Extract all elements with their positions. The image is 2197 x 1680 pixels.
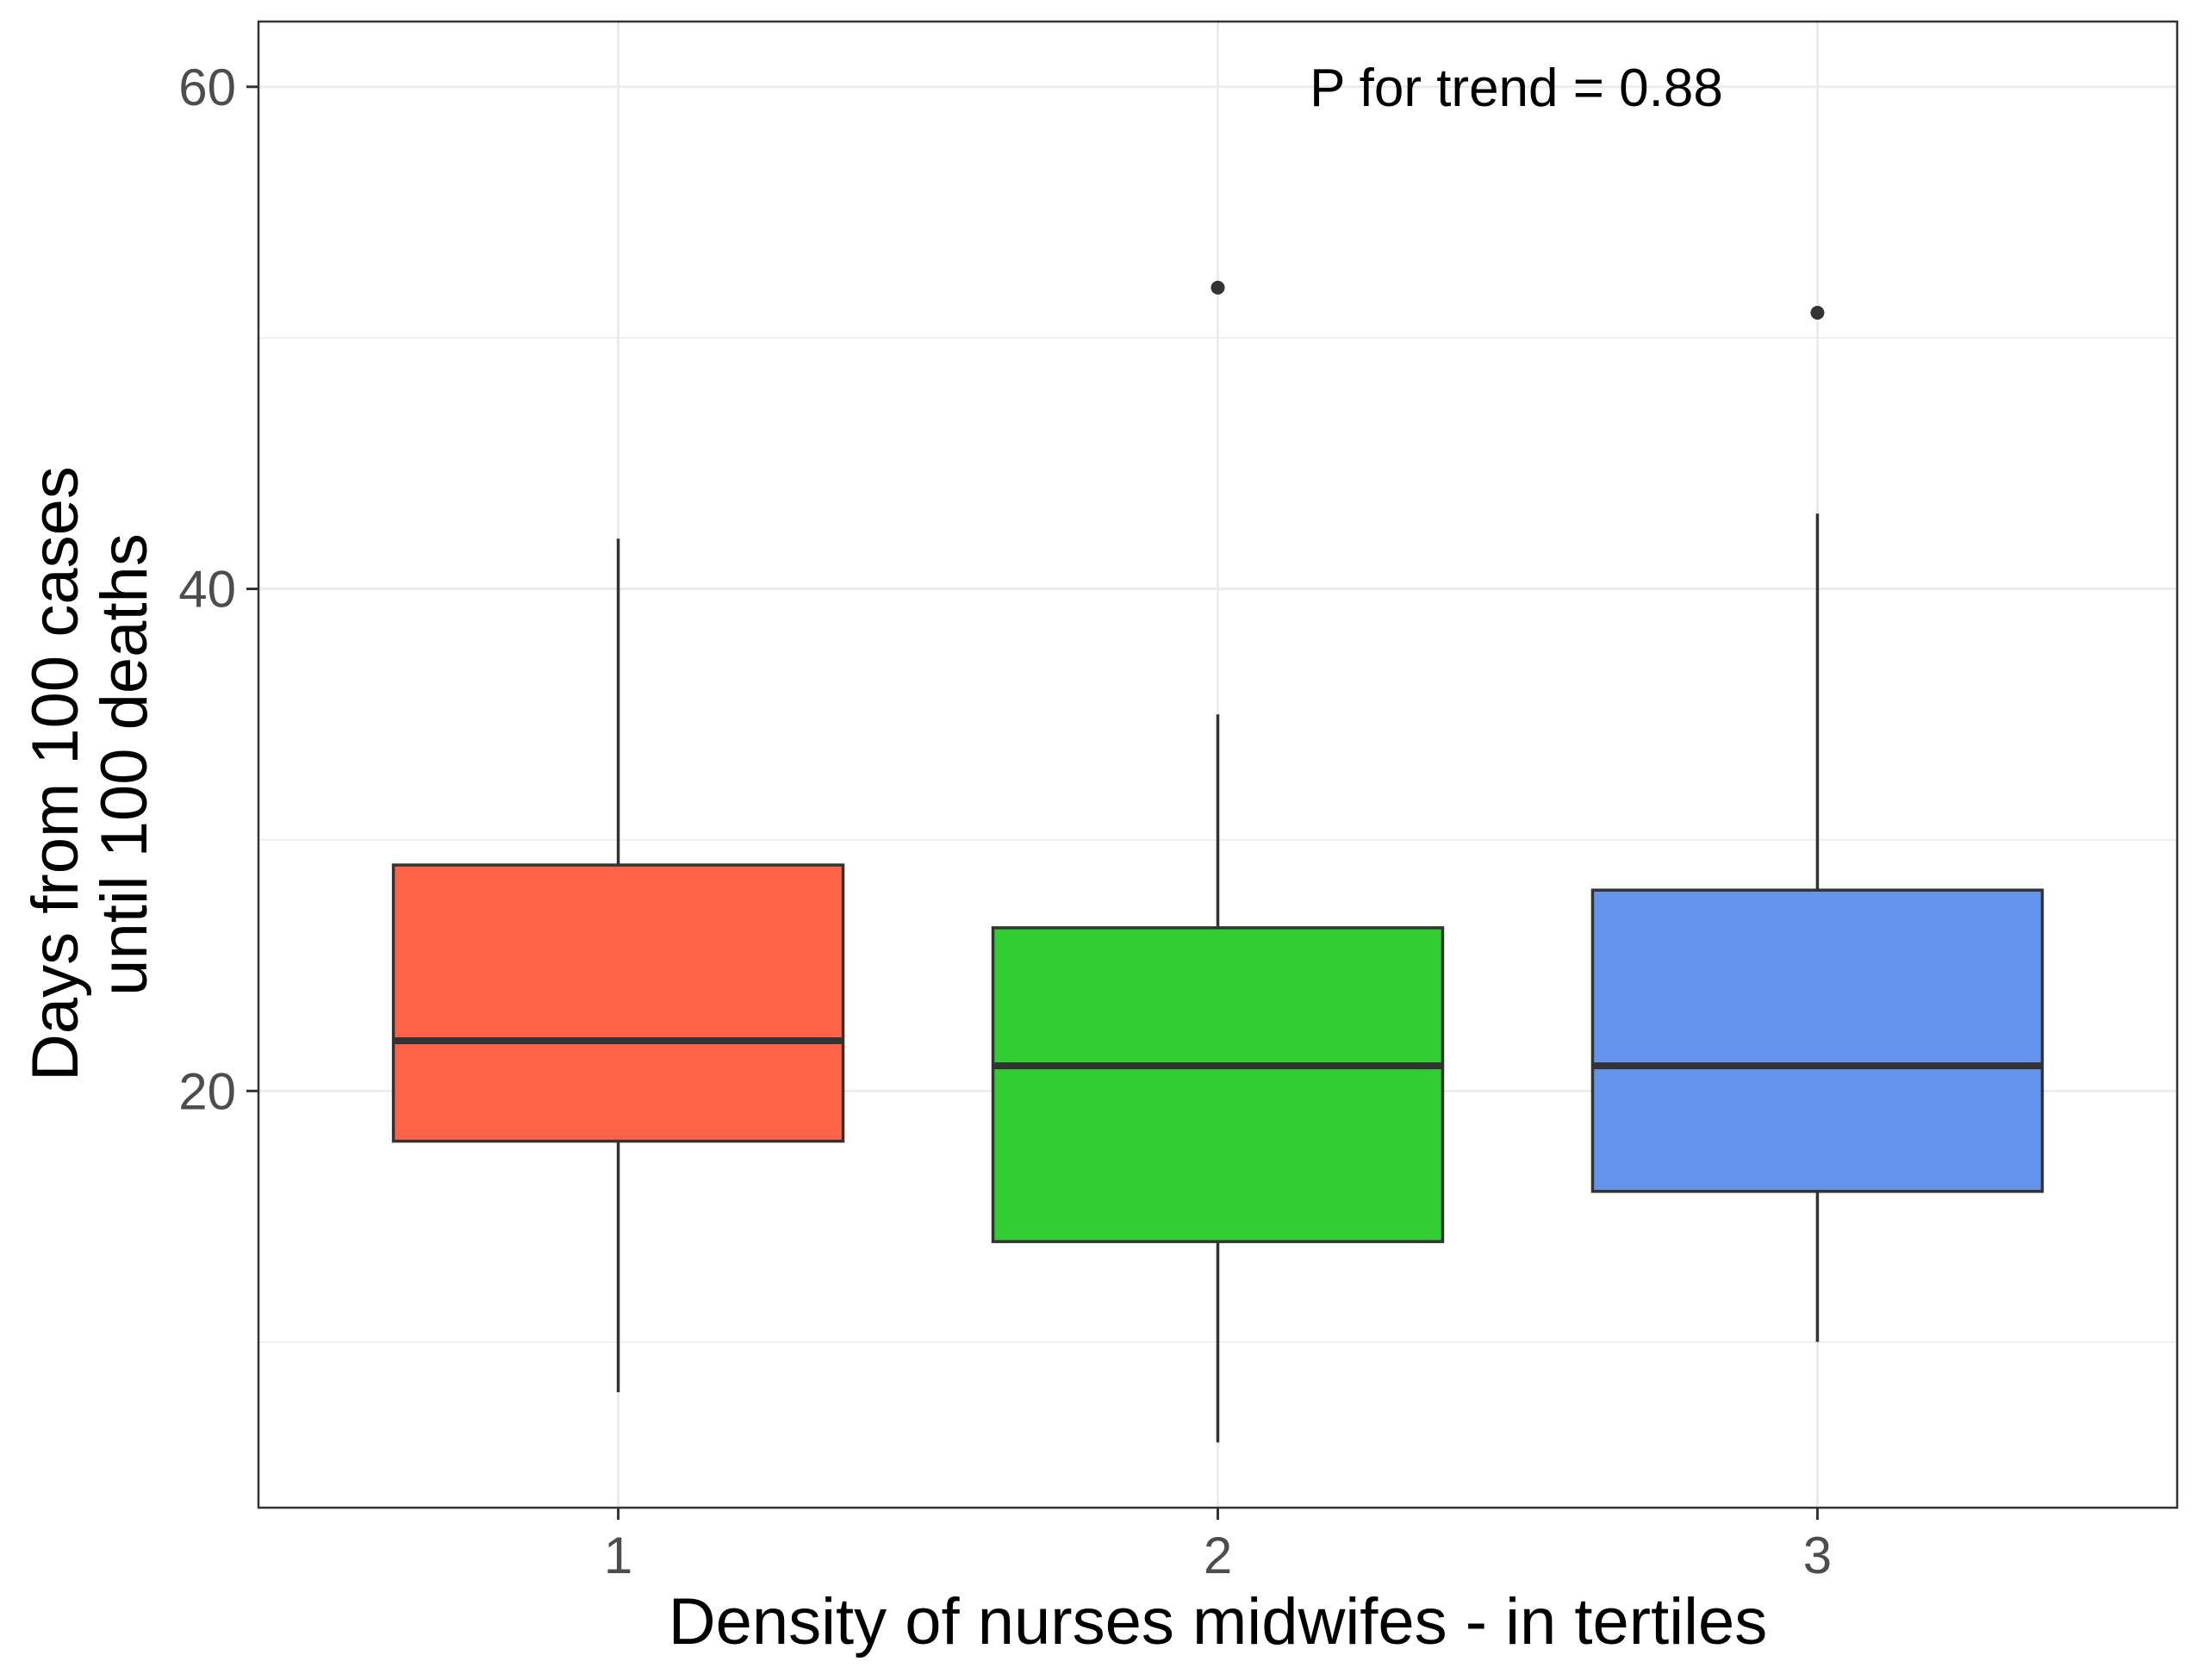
outlier-point <box>1211 280 1225 295</box>
y-axis-title: Days from 100 cases until 100 deaths <box>19 448 161 1081</box>
box-category-2 <box>991 280 1445 1443</box>
y-axis-title-line-1: Days from 100 cases <box>19 466 92 1081</box>
box-series <box>391 280 2045 1443</box>
x-tick-label: 2 <box>1204 1527 1232 1584</box>
y-tick-label: 40 <box>178 561 236 619</box>
box-category-3 <box>1590 306 2045 1342</box>
box-category-1 <box>391 538 845 1392</box>
x-tick-label: 1 <box>604 1527 632 1584</box>
box-iqr <box>391 863 845 1143</box>
x-tick-label: 3 <box>1803 1527 1832 1584</box>
outlier-point <box>1810 306 1825 320</box>
y-tick-label: 20 <box>178 1062 236 1120</box>
y-axis-title-line-2: until 100 deaths <box>88 533 161 996</box>
p-trend-annotation: P for trend = 0.88 <box>1310 59 1723 118</box>
y-tick-label: 60 <box>178 59 236 116</box>
box-iqr <box>1590 888 2045 1193</box>
axis-ticks: 20 40 60 1 2 3 <box>178 59 1832 1584</box>
box-iqr <box>991 926 1445 1243</box>
x-axis-title: Density of nurses midwifes - in tertiles <box>669 1585 1768 1658</box>
